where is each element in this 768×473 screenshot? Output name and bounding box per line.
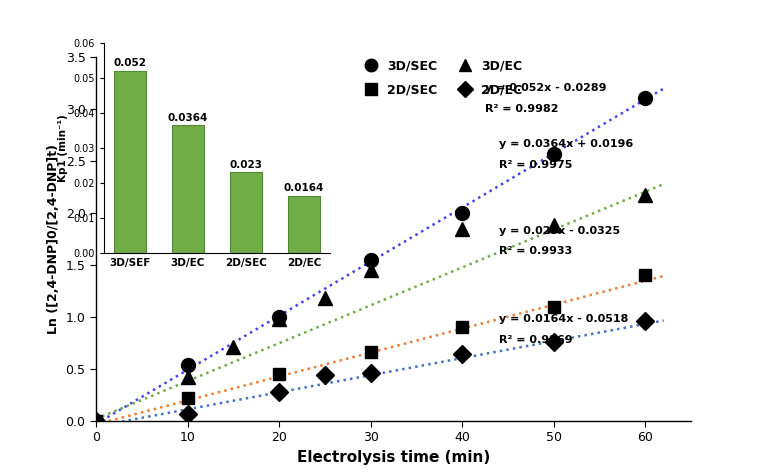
Text: R² = 0.9869: R² = 0.9869 (499, 335, 572, 345)
Text: y = 0.023x - 0.0325: y = 0.023x - 0.0325 (499, 226, 620, 236)
Text: y = 0.0364x + 0.0196: y = 0.0364x + 0.0196 (499, 139, 633, 149)
Y-axis label: Kp1 (min⁻¹): Kp1 (min⁻¹) (58, 114, 68, 182)
Y-axis label: Ln ([2,4-DNP]0/[2,4-DNP]t): Ln ([2,4-DNP]0/[2,4-DNP]t) (47, 144, 60, 334)
Text: 0.0364: 0.0364 (167, 113, 208, 123)
Text: 0.0164: 0.0164 (284, 183, 324, 193)
Legend: 3D/SEC, 2D/SEC, 3D/EC, 2D/EC: 3D/SEC, 2D/SEC, 3D/EC, 2D/EC (358, 60, 522, 96)
Text: R² = 0.9975: R² = 0.9975 (499, 160, 572, 170)
X-axis label: Electrolysis time (min): Electrolysis time (min) (297, 450, 490, 465)
Bar (288, 195, 320, 253)
Bar (114, 70, 146, 253)
Text: y = 0.0164x - 0.0518: y = 0.0164x - 0.0518 (499, 314, 628, 324)
Bar (230, 172, 262, 253)
Bar (172, 125, 204, 253)
Text: y = 0.052x - 0.0289: y = 0.052x - 0.0289 (485, 83, 607, 93)
Text: R² = 0.9982: R² = 0.9982 (485, 104, 558, 114)
Text: 0.023: 0.023 (230, 160, 263, 170)
Text: R² = 0.9933: R² = 0.9933 (499, 246, 572, 256)
Text: 0.052: 0.052 (114, 58, 147, 68)
